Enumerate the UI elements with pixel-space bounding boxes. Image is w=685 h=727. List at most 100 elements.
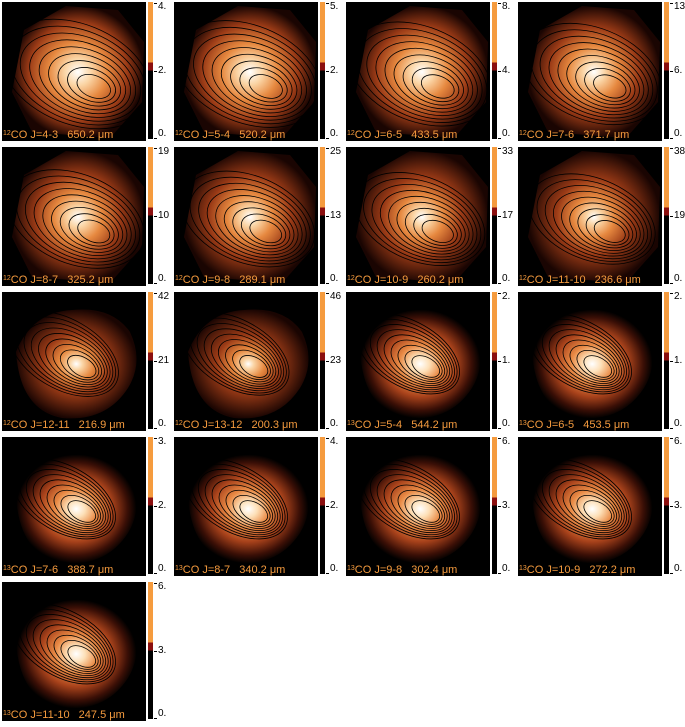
line-label: 13CO J=11-10 247.5 μm bbox=[3, 709, 125, 721]
contour-line bbox=[60, 640, 99, 670]
colorbar bbox=[148, 582, 153, 719]
contour-line bbox=[534, 463, 630, 538]
contour-line bbox=[348, 21, 490, 127]
colorbar-tick bbox=[154, 283, 157, 284]
colorbar-tick-label: 19 bbox=[674, 210, 685, 221]
contour-line bbox=[25, 469, 111, 536]
contour-line bbox=[77, 219, 111, 244]
colorbar-tick bbox=[498, 3, 501, 4]
colorbar-tick-label: 0. bbox=[158, 563, 167, 574]
colorbar-tick-label: 6. bbox=[502, 436, 511, 447]
line-label: 12CO J=6-5 433.5 μm bbox=[347, 129, 457, 141]
emission-region bbox=[528, 6, 660, 138]
contour-line bbox=[189, 317, 287, 394]
isotope-superscript: 12 bbox=[519, 130, 527, 137]
transition-text: CO J=5-4 bbox=[182, 129, 231, 141]
colorbar-tick-label: 2. bbox=[674, 291, 683, 302]
line-label: 13CO J=7-6 388.7 μm bbox=[3, 564, 113, 576]
colorbar-tick-label: 2. bbox=[330, 500, 339, 511]
contour-line bbox=[223, 201, 295, 253]
contour-line bbox=[239, 67, 288, 103]
contour-line bbox=[25, 614, 111, 681]
contour-line bbox=[2, 18, 146, 130]
colorbar bbox=[320, 147, 325, 284]
map-panel: 12CO J=10-9 260.2 μm 33 17 0. bbox=[344, 145, 514, 288]
colorbar-tick bbox=[326, 573, 329, 574]
contour-line bbox=[19, 32, 142, 122]
colorbar-tick-label: 13 bbox=[674, 1, 685, 12]
isotope-superscript: 12 bbox=[175, 130, 183, 137]
contour-line bbox=[239, 500, 269, 523]
contour-line bbox=[24, 181, 136, 263]
colorbar-tick-label: 2. bbox=[330, 65, 339, 76]
contour-line bbox=[577, 208, 634, 249]
isotope-superscript: 12 bbox=[347, 275, 355, 282]
contour-line bbox=[566, 55, 640, 109]
emission-region bbox=[360, 309, 481, 419]
contour-line bbox=[67, 67, 116, 103]
colorbar-tick-label: 10 bbox=[158, 210, 170, 221]
colorbar-tick bbox=[154, 438, 157, 439]
contour-line bbox=[362, 463, 458, 538]
contour-line bbox=[404, 207, 462, 249]
colorbar-tick bbox=[154, 506, 157, 507]
contour-line bbox=[33, 188, 132, 260]
colorbar-tick-label: 23 bbox=[330, 355, 342, 366]
line-label: 13CO J=10-9 272.2 μm bbox=[519, 564, 635, 576]
colorbar-tick-label: 0. bbox=[674, 563, 683, 574]
colorbar-tick-label: 21 bbox=[158, 355, 170, 366]
contour-line bbox=[215, 195, 299, 256]
colorbar-tick-label: 46 bbox=[330, 291, 342, 302]
wavelength-text: 260.2 μm bbox=[414, 274, 464, 286]
contour-line bbox=[45, 338, 105, 386]
colorbar-tick bbox=[670, 438, 673, 439]
contour-line bbox=[59, 349, 100, 381]
map-panel: 12CO J=4-3 650.2 μm 4. 2. 0. bbox=[0, 0, 170, 143]
colorbar bbox=[148, 292, 153, 429]
contour-line bbox=[182, 312, 290, 396]
intensity-map bbox=[174, 292, 318, 431]
transition-text: CO J=4-3 bbox=[10, 129, 59, 141]
contour-line bbox=[198, 182, 307, 262]
colorbar bbox=[664, 292, 669, 429]
contour-line bbox=[38, 46, 132, 115]
intensity-map bbox=[174, 2, 318, 141]
contour-line bbox=[404, 350, 443, 380]
colorbar bbox=[320, 2, 325, 139]
contour-line bbox=[576, 350, 615, 380]
colorbar-tick bbox=[154, 651, 157, 652]
contour-line bbox=[51, 200, 124, 253]
colorbar-tick-label: 0. bbox=[502, 418, 511, 429]
emission-region bbox=[16, 309, 137, 419]
colorbar-tick bbox=[670, 148, 673, 149]
colorbar-tick-label: 0. bbox=[330, 128, 339, 139]
line-label: 12CO J=11-10 236.6 μm bbox=[519, 274, 641, 286]
contour-line bbox=[362, 318, 458, 393]
transition-text: CO J=11-10 bbox=[526, 274, 586, 286]
contour-line bbox=[379, 189, 474, 258]
transition-text: CO J=10-9 bbox=[526, 564, 581, 576]
contour-line bbox=[390, 484, 448, 529]
contour-line bbox=[397, 344, 446, 382]
contour-line bbox=[562, 484, 620, 529]
contour-line bbox=[411, 67, 460, 103]
colorbar-tick-label: 0. bbox=[502, 128, 511, 139]
colorbar-tick-label: 2. bbox=[158, 500, 167, 511]
map-panel: 13CO J=9-8 302.4 μm 6. 3. 0. bbox=[344, 435, 514, 578]
contour-line bbox=[548, 329, 625, 389]
intensity-map bbox=[518, 2, 662, 141]
wavelength-text: 272.2 μm bbox=[586, 564, 636, 576]
colorbar-tick bbox=[326, 148, 329, 149]
colorbar-tick-label: 3. bbox=[158, 436, 167, 447]
transition-text: CO J=13-12 bbox=[182, 419, 243, 431]
colorbar-tick bbox=[670, 573, 673, 574]
contour-line bbox=[521, 22, 662, 126]
colorbar-tick-label: 0. bbox=[158, 418, 167, 429]
colorbar-tick bbox=[326, 216, 329, 217]
contour-line bbox=[184, 458, 288, 540]
contour-line bbox=[211, 479, 279, 532]
colorbar-tick bbox=[154, 293, 157, 294]
colorbar bbox=[492, 147, 497, 284]
colorbar-tick bbox=[670, 506, 673, 507]
contour-line bbox=[593, 74, 627, 99]
